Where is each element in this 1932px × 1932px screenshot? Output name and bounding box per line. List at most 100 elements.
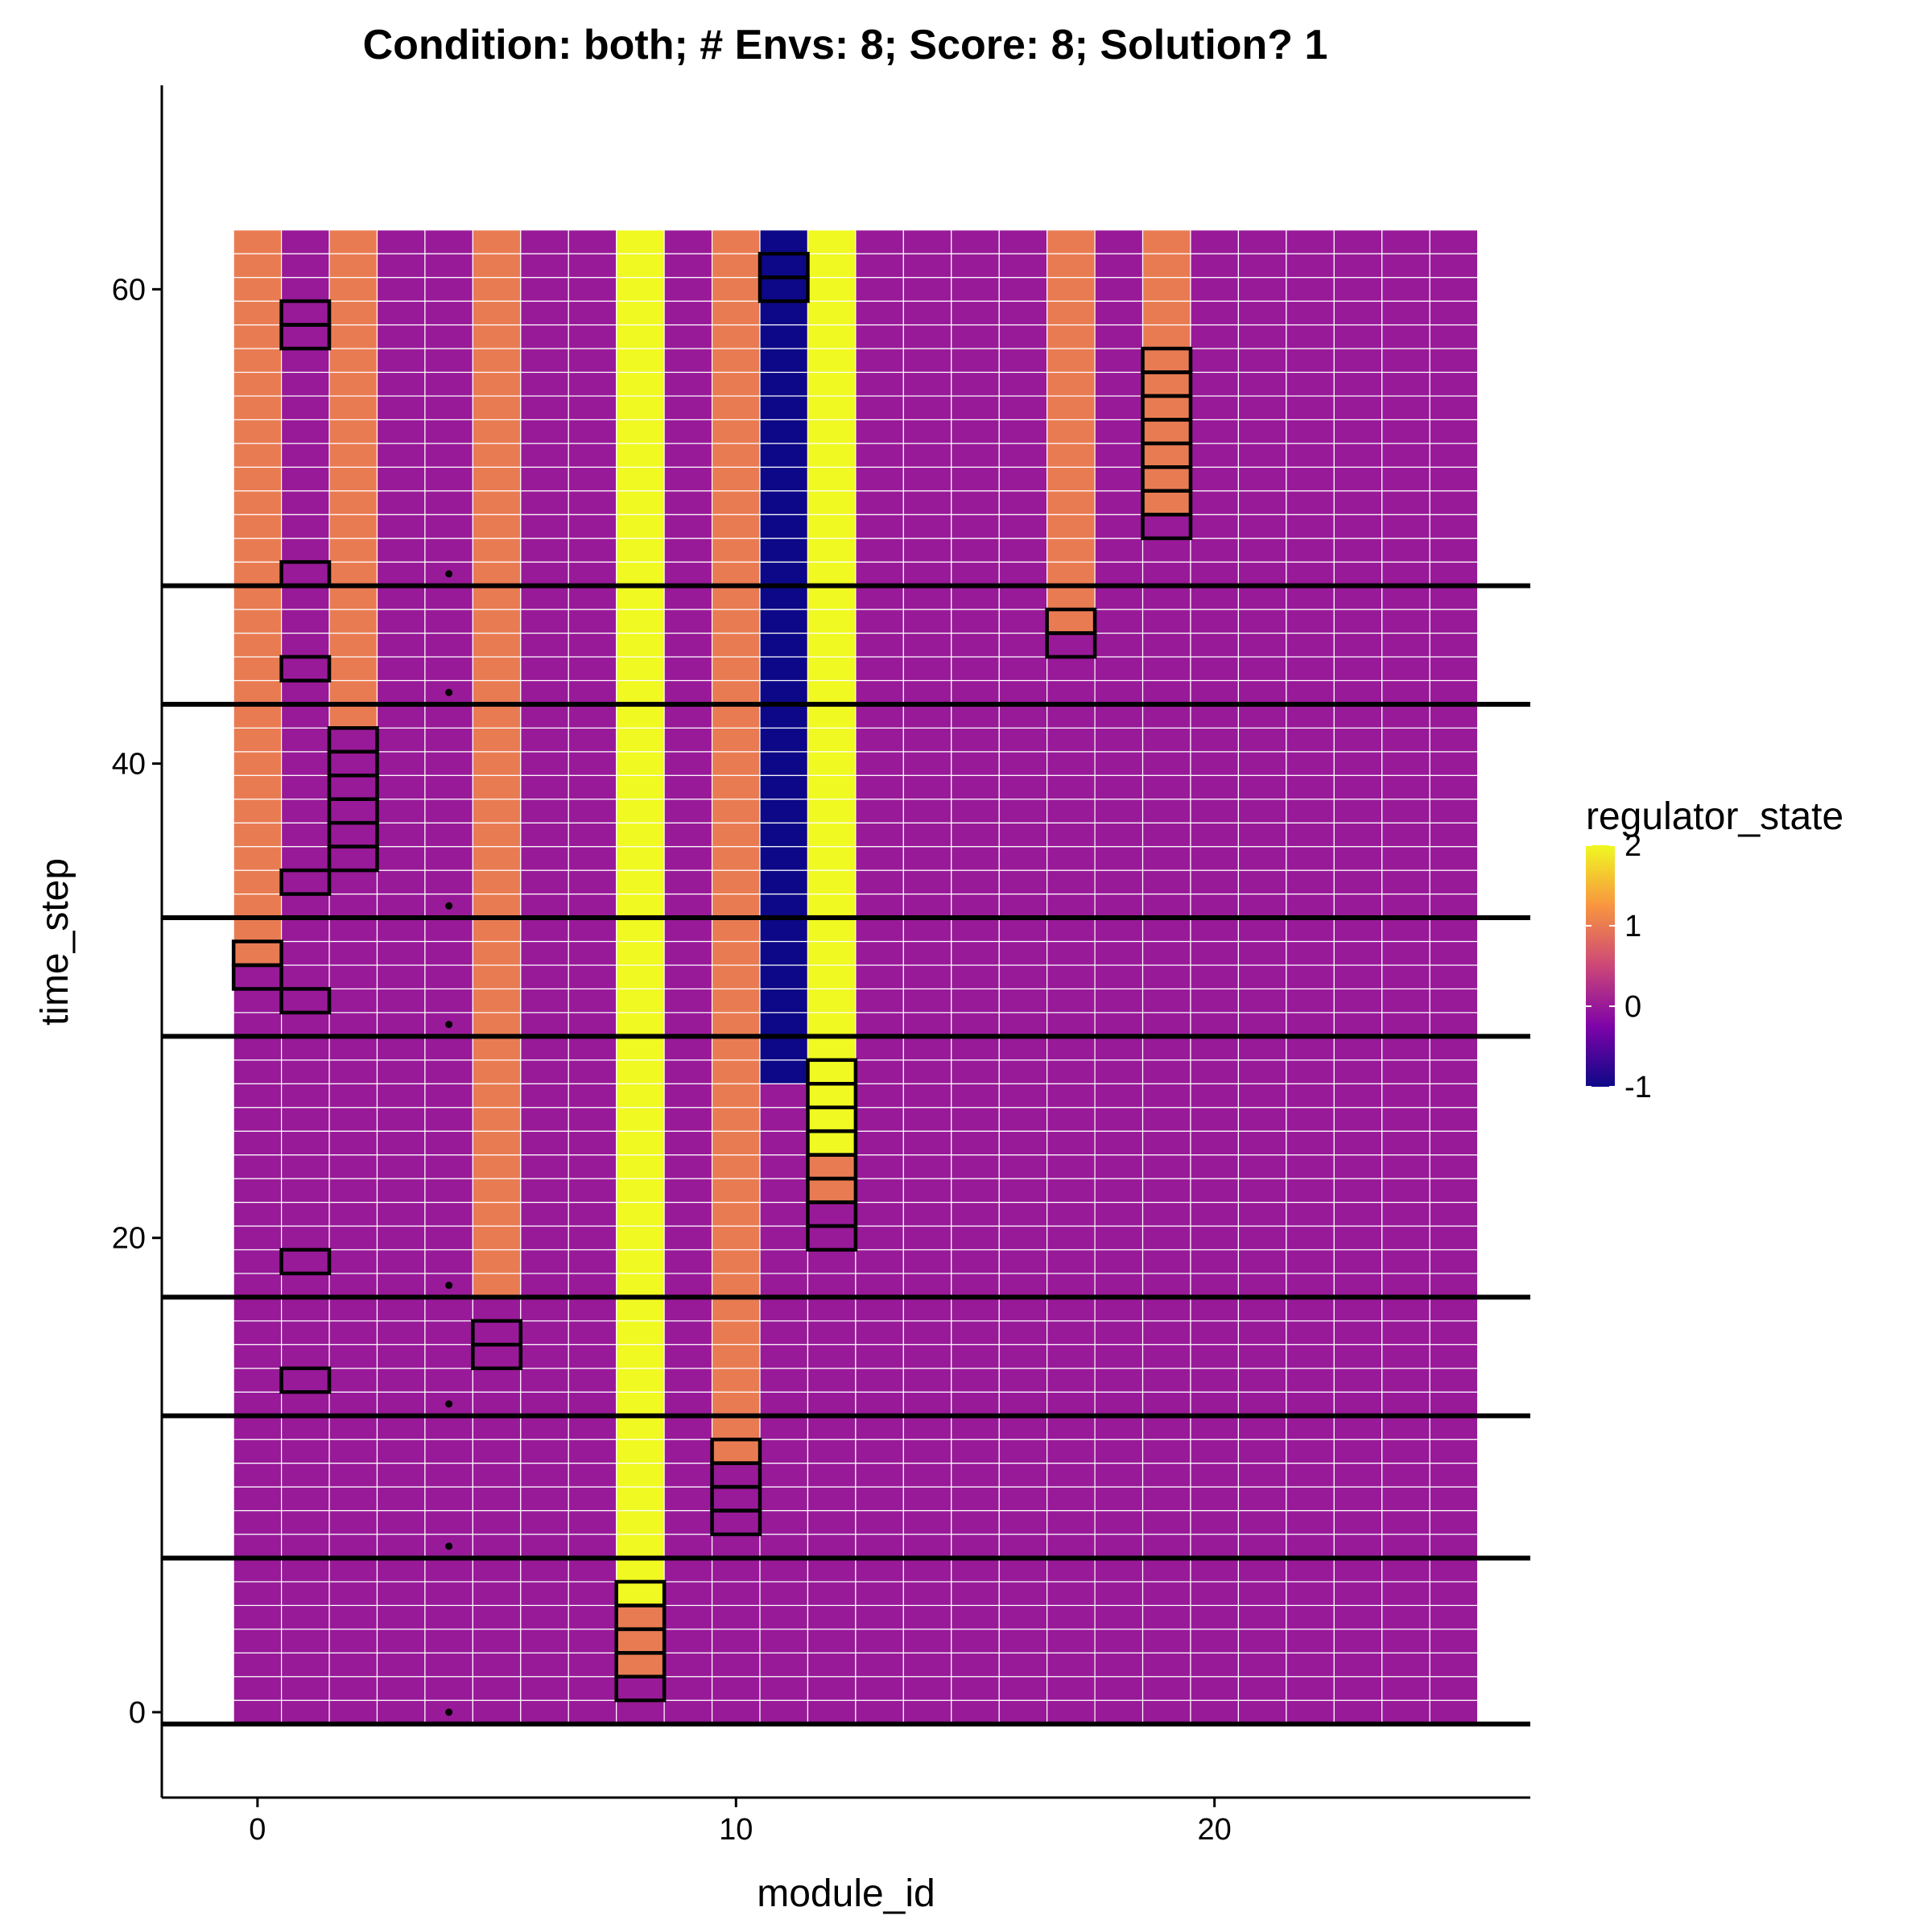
heatmap-cell xyxy=(711,822,761,848)
heatmap-cell xyxy=(424,1320,473,1345)
heatmap-cell xyxy=(281,1439,330,1464)
heatmap-cell xyxy=(1429,1296,1479,1322)
heatmap-cell xyxy=(616,419,665,444)
heatmap-cell xyxy=(568,846,617,871)
heatmap-cell xyxy=(1141,656,1191,682)
heatmap-cell xyxy=(233,1368,283,1393)
heatmap-cell xyxy=(1094,1320,1144,1345)
heatmap-cell xyxy=(1190,917,1240,943)
highlight-boxes xyxy=(231,251,1193,1703)
heatmap-cell xyxy=(376,751,426,776)
heatmap-cell xyxy=(759,1509,809,1535)
heatmap-cell xyxy=(855,1012,904,1037)
heatmap-cell xyxy=(376,1249,426,1274)
heatmap-cell xyxy=(376,609,426,634)
heatmap-cell xyxy=(1046,561,1096,587)
heatmap-cell xyxy=(951,846,1000,871)
heatmap-cell xyxy=(328,514,378,539)
heatmap-cell xyxy=(1381,1178,1430,1203)
heatmap-cell xyxy=(281,324,330,349)
heatmap-cell xyxy=(520,324,569,349)
heatmap-cell xyxy=(328,1130,378,1156)
heatmap-cell xyxy=(1286,1439,1335,1464)
heatmap-cell xyxy=(1286,1368,1335,1393)
heatmap-cell xyxy=(1190,1368,1240,1393)
heatmap-cell xyxy=(1046,1083,1096,1108)
heatmap-cell xyxy=(855,514,904,539)
heatmap-cell xyxy=(1381,348,1430,374)
heatmap-cell xyxy=(759,940,809,966)
heatmap-cell xyxy=(1333,395,1383,420)
heatmap-cell xyxy=(520,822,569,848)
heatmap-cell xyxy=(902,277,952,302)
heatmap-cell xyxy=(328,1320,378,1345)
heatmap-cell xyxy=(281,679,330,705)
heatmap-cell xyxy=(1429,1699,1479,1725)
heatmap-cell xyxy=(376,964,426,990)
heatmap-cell xyxy=(807,277,857,302)
heatmap-cell xyxy=(233,561,283,587)
heatmap-cell xyxy=(1286,1083,1335,1108)
heatmap-cell xyxy=(616,348,665,374)
heatmap-cell xyxy=(1333,917,1383,943)
heatmap-cell xyxy=(807,1059,857,1084)
heatmap-cell xyxy=(424,1581,473,1606)
heatmap-cell xyxy=(1141,538,1191,563)
heatmap-cell xyxy=(1429,1178,1479,1203)
heatmap-cell xyxy=(1333,1509,1383,1535)
heatmap-cell xyxy=(711,1201,761,1227)
heatmap-cell xyxy=(951,419,1000,444)
heatmap-cell xyxy=(902,704,952,729)
heatmap-cell xyxy=(281,632,330,658)
heatmap-cell xyxy=(1141,371,1191,397)
heatmap-cell xyxy=(1333,371,1383,397)
heatmap-cell xyxy=(233,1676,283,1701)
heatmap-cell xyxy=(1046,1320,1096,1345)
heatmap-cell xyxy=(472,822,522,848)
heatmap-cell xyxy=(1237,1509,1287,1535)
heatmap-cell xyxy=(711,1629,761,1653)
heatmap-cell xyxy=(520,751,569,776)
heatmap-cell xyxy=(1237,1463,1287,1488)
heatmap-cell xyxy=(472,1012,522,1037)
heatmap-cell xyxy=(233,656,283,682)
heatmap-cell xyxy=(807,1676,857,1701)
heatmap-cell xyxy=(616,561,665,587)
heatmap-cell xyxy=(1046,1344,1096,1369)
heatmap-cell xyxy=(1190,704,1240,729)
heatmap-cell xyxy=(616,1059,665,1084)
heatmap-cell xyxy=(1094,656,1144,682)
heatmap-cell xyxy=(424,1463,473,1488)
heatmap-cell xyxy=(1333,300,1383,326)
heatmap-cell xyxy=(233,1012,283,1037)
heatmap-cell xyxy=(1094,988,1144,1013)
heatmap-cell xyxy=(520,1059,569,1084)
heatmap-cell xyxy=(807,371,857,397)
heatmap-cell xyxy=(616,584,665,610)
heatmap-cell xyxy=(568,1652,617,1678)
heatmap-cell xyxy=(1381,727,1430,753)
heatmap-cell xyxy=(807,632,857,658)
heatmap-cell xyxy=(281,1391,330,1417)
heatmap-cell xyxy=(759,1415,809,1440)
heatmap-cell xyxy=(1286,395,1335,420)
heatmap-cell xyxy=(998,1154,1048,1179)
heatmap-cell xyxy=(424,253,473,279)
heatmap-cell xyxy=(233,1320,283,1345)
heatmap-cell xyxy=(855,1344,904,1369)
heatmap-cell xyxy=(1046,632,1096,658)
heatmap-cell xyxy=(1237,348,1287,374)
heatmap-cell xyxy=(1141,1178,1191,1203)
heatmap-cell xyxy=(1190,1439,1240,1464)
heatmap-cell xyxy=(1333,1035,1383,1061)
heatmap-cell xyxy=(520,1557,569,1583)
heatmap-cell xyxy=(759,1581,809,1606)
heatmap-cell xyxy=(328,1107,378,1132)
heatmap-cell xyxy=(759,1059,809,1084)
heatmap-cell xyxy=(1190,1463,1240,1488)
heatmap-cell xyxy=(472,609,522,634)
heatmap-cell xyxy=(281,1604,330,1630)
heatmap-cell xyxy=(472,1107,522,1132)
heatmap-cell xyxy=(711,1107,761,1132)
heatmap-cell xyxy=(1237,1225,1287,1251)
